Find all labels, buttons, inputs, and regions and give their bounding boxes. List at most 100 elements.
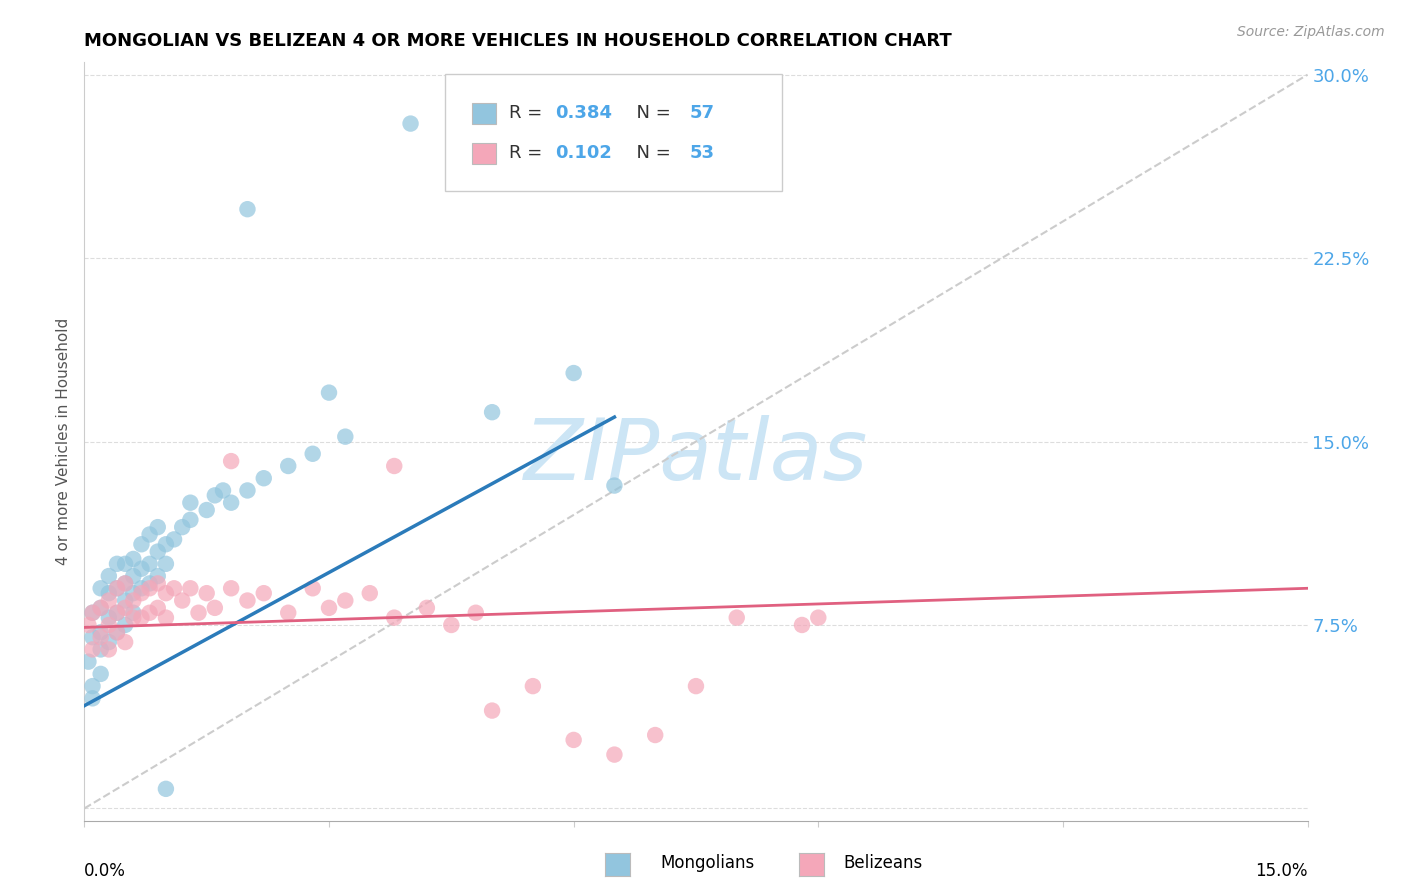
Point — [97, 618, 120, 632]
Point — [90, 600, 112, 615]
Point — [131, 586, 153, 600]
Point — [807, 610, 830, 624]
Point — [155, 781, 177, 796]
Point — [122, 569, 145, 583]
Point — [179, 582, 201, 596]
Text: 15.0%: 15.0% — [1256, 863, 1308, 880]
Point — [416, 600, 439, 615]
Point — [138, 576, 160, 591]
Point — [163, 533, 186, 547]
Point — [195, 503, 218, 517]
Point — [644, 728, 666, 742]
Point — [603, 747, 626, 762]
Point — [114, 600, 136, 615]
Point — [82, 691, 104, 706]
Text: R =: R = — [509, 145, 548, 162]
Point — [172, 520, 194, 534]
Point — [105, 625, 128, 640]
Point — [97, 642, 120, 657]
Point — [105, 582, 128, 596]
Point — [146, 576, 169, 591]
Point — [359, 586, 381, 600]
Point — [277, 606, 299, 620]
Y-axis label: 4 or more Vehicles in Household: 4 or more Vehicles in Household — [56, 318, 72, 566]
Point — [562, 733, 585, 747]
Point — [114, 635, 136, 649]
Point — [90, 600, 112, 615]
Point — [114, 557, 136, 571]
Point — [114, 593, 136, 607]
FancyBboxPatch shape — [472, 103, 496, 124]
Point — [90, 666, 112, 681]
Point — [204, 488, 226, 502]
Point — [105, 606, 128, 620]
Text: N =: N = — [626, 104, 676, 122]
Point — [562, 366, 585, 380]
Point — [82, 642, 104, 657]
Point — [603, 478, 626, 492]
FancyBboxPatch shape — [446, 74, 782, 191]
Point — [253, 586, 276, 600]
Text: Source: ZipAtlas.com: Source: ZipAtlas.com — [1237, 25, 1385, 39]
Point — [146, 544, 169, 558]
Point — [219, 454, 242, 468]
Point — [90, 630, 112, 644]
Point — [155, 586, 177, 600]
Point — [277, 458, 299, 473]
Point — [82, 630, 104, 644]
Point — [90, 582, 112, 596]
Point — [382, 458, 405, 473]
Point — [790, 618, 813, 632]
Point — [335, 430, 357, 444]
Point — [97, 593, 120, 607]
Point — [105, 625, 128, 640]
Point — [318, 600, 340, 615]
Point — [105, 557, 128, 571]
Point — [172, 593, 194, 607]
Point — [138, 606, 160, 620]
Point — [219, 582, 242, 596]
Point — [131, 610, 153, 624]
Point — [114, 576, 136, 591]
Point — [179, 496, 201, 510]
FancyBboxPatch shape — [472, 143, 496, 164]
Point — [97, 635, 120, 649]
Text: Belizeans: Belizeans — [844, 855, 922, 872]
Point — [90, 625, 112, 640]
Point — [301, 582, 323, 596]
Point — [212, 483, 235, 498]
Point — [204, 600, 226, 615]
Point — [522, 679, 544, 693]
Point — [97, 569, 120, 583]
Point — [481, 704, 503, 718]
Point — [187, 606, 209, 620]
Point — [105, 582, 128, 596]
Point — [236, 202, 259, 217]
Point — [82, 606, 104, 620]
Point — [155, 610, 177, 624]
Point — [464, 606, 486, 620]
Point — [97, 610, 120, 624]
Point — [82, 679, 104, 693]
Point — [114, 618, 136, 632]
Point — [146, 600, 169, 615]
Point — [301, 447, 323, 461]
Point — [122, 552, 145, 566]
Point — [146, 520, 169, 534]
Point — [122, 586, 145, 600]
Text: MONGOLIAN VS BELIZEAN 4 OR MORE VEHICLES IN HOUSEHOLD CORRELATION CHART: MONGOLIAN VS BELIZEAN 4 OR MORE VEHICLES… — [84, 32, 952, 50]
Text: 57: 57 — [690, 104, 714, 122]
Point — [122, 606, 145, 620]
Text: 0.0%: 0.0% — [84, 863, 127, 880]
Point — [236, 483, 259, 498]
Point — [97, 586, 120, 600]
Text: 53: 53 — [690, 145, 714, 162]
Point — [122, 610, 145, 624]
Point — [335, 593, 357, 607]
Text: 0.102: 0.102 — [555, 145, 612, 162]
Point — [219, 496, 242, 510]
Point — [77, 618, 100, 632]
Point — [318, 385, 340, 400]
Point — [131, 562, 153, 576]
Text: Mongolians: Mongolians — [661, 855, 755, 872]
